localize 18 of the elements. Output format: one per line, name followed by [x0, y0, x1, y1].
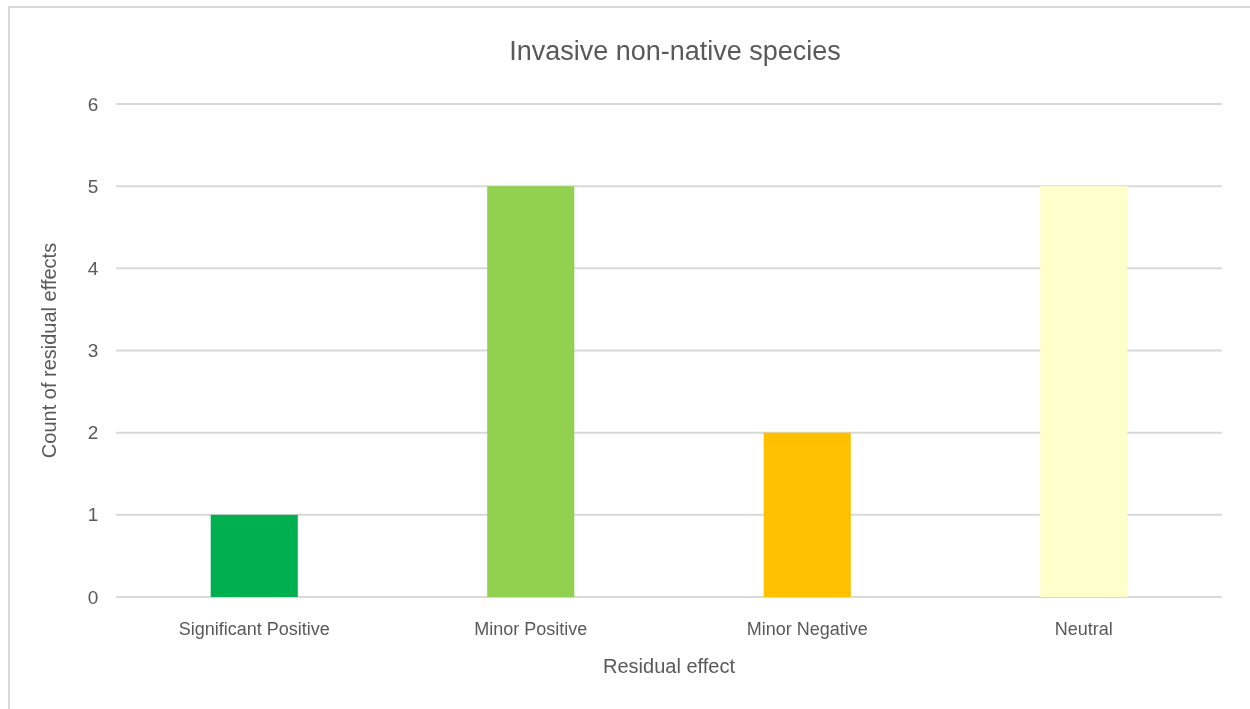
bar: [210, 514, 298, 597]
x-tick-label: Minor Positive: [474, 619, 588, 639]
bar: [487, 186, 575, 597]
y-tick-label: 0: [87, 586, 99, 608]
x-tick-label: Neutral: [1054, 619, 1113, 639]
y-axis-title: Count of residual effects: [38, 242, 60, 459]
y-tick-label: 5: [87, 175, 99, 197]
x-tick-label: Significant Positive: [178, 619, 330, 639]
y-tick-label: 2: [87, 422, 99, 444]
x-axis-title: Residual effect: [603, 655, 736, 677]
x-tick-label: Minor Negative: [746, 619, 868, 639]
y-tick-label: 4: [87, 257, 99, 279]
y-tick-label: 1: [87, 504, 99, 526]
y-tick-label: 6: [87, 93, 99, 115]
bar: [1040, 186, 1128, 597]
y-tick-label: 3: [87, 340, 99, 362]
bar: [763, 432, 851, 597]
chart-title: Invasive non-native species: [509, 36, 841, 66]
